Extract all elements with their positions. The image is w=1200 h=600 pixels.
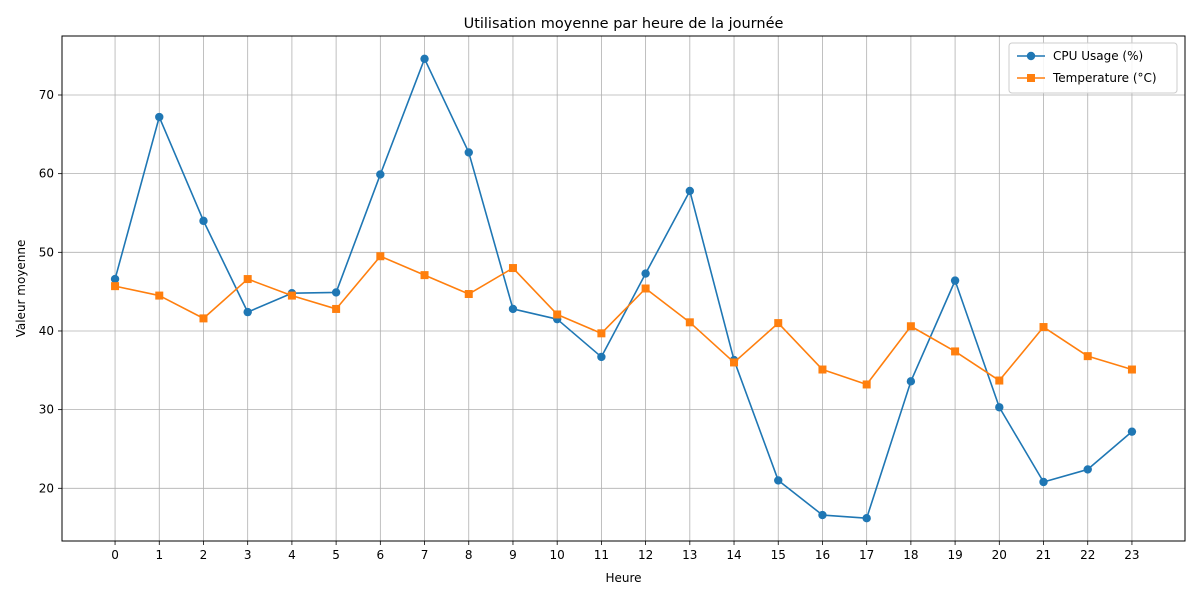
data-point: [243, 307, 252, 317]
x-tick-label: 15: [771, 548, 786, 562]
legend-label: Temperature (°C): [1052, 71, 1157, 85]
data-point: [685, 186, 695, 196]
x-axis-label: Heure: [605, 571, 641, 585]
data-point: [1039, 477, 1048, 487]
x-tick-label: 10: [550, 548, 565, 562]
data-point: [862, 380, 871, 389]
data-point: [464, 290, 473, 299]
data-point: [906, 322, 915, 331]
data-point: [995, 403, 1004, 412]
data-point: [1083, 465, 1092, 474]
data-point: [199, 314, 208, 323]
data-point: [597, 352, 606, 362]
x-tick-label: 4: [288, 548, 296, 562]
data-point: [553, 310, 562, 319]
data-point: [906, 377, 916, 386]
data-point: [597, 329, 606, 338]
data-point: [641, 269, 650, 278]
data-point: [862, 513, 871, 523]
legend-marker: [1026, 51, 1036, 61]
y-axis-label: Valeur moyenne: [14, 240, 28, 338]
legend: CPU Usage (%) Temperature (°C): [1008, 42, 1178, 94]
x-tick-label: 19: [947, 548, 962, 562]
data-point: [1127, 427, 1137, 436]
x-tick-label: 13: [682, 548, 697, 562]
y-tick-label: 60: [39, 167, 54, 181]
x-tick-label: 20: [992, 548, 1007, 562]
x-tick-label: 3: [244, 548, 252, 562]
data-point: [376, 252, 385, 261]
data-point: [243, 275, 252, 284]
data-point: [774, 319, 783, 328]
x-tick-label: 17: [859, 548, 874, 562]
series-0: [110, 54, 1137, 523]
x-tick-label: 6: [377, 548, 385, 562]
data-point: [818, 510, 827, 520]
grid: [62, 36, 1185, 541]
x-tick-label: 11: [594, 548, 609, 562]
data-point: [818, 365, 827, 374]
series-1: [111, 252, 1136, 389]
x-tick-label: 7: [421, 548, 429, 562]
data-point: [950, 276, 960, 285]
x-tick-label: 23: [1124, 548, 1139, 562]
data-point: [685, 318, 694, 327]
legend-frame: [1008, 42, 1178, 94]
x-tick-label: 0: [111, 548, 119, 562]
x-tick-label: 1: [155, 548, 163, 562]
data-point: [995, 376, 1004, 385]
data-point: [508, 264, 517, 273]
data-point: [1083, 352, 1092, 361]
x-tick-label: 21: [1036, 548, 1051, 562]
data-point: [464, 148, 473, 157]
data-point: [641, 284, 650, 293]
x-tick-label: 8: [465, 548, 473, 562]
x-tick-label: 5: [332, 548, 340, 562]
data-point: [287, 291, 296, 300]
data-point: [110, 274, 120, 284]
legend-label: CPU Usage (%): [1053, 49, 1143, 63]
data-point: [730, 358, 739, 367]
data-point: [376, 170, 385, 179]
data-point: [508, 304, 518, 314]
x-tick-label: 9: [509, 548, 517, 562]
data-point: [774, 476, 783, 485]
y-tick-label: 20: [39, 481, 54, 495]
series-line: [114, 255, 1133, 386]
y-tick-label: 30: [39, 403, 54, 417]
x-tick-label: 18: [903, 548, 918, 562]
data-point: [155, 291, 164, 300]
data-point: [420, 271, 429, 280]
data-point: [155, 112, 164, 122]
data-point: [332, 304, 341, 313]
series-line: [114, 58, 1133, 519]
data-point: [111, 282, 120, 291]
data-point: [1039, 323, 1048, 332]
data-point: [331, 288, 341, 297]
x-tick-label: 14: [726, 548, 741, 562]
x-tick-label: 2: [200, 548, 208, 562]
data-point: [1127, 365, 1136, 374]
data-point: [951, 347, 960, 356]
data-point: [420, 54, 429, 64]
series-layer: [110, 54, 1137, 523]
x-tick-label: 12: [638, 548, 653, 562]
legend-marker: [1027, 74, 1035, 82]
data-point: [199, 216, 208, 226]
x-tick-label: 22: [1080, 548, 1095, 562]
y-tick-label: 70: [39, 88, 54, 102]
plot-frame: [61, 35, 1186, 542]
y-tick-label: 40: [39, 324, 54, 338]
ticks: 0 1 2 3 4 5 6 7 8 9 10 11 12 13 14 15 16 17 18 19 20 21 22 2320…: [39, 88, 1140, 562]
x-tick-label: 16: [815, 548, 830, 562]
chart-title: Utilisation moyenne par heure de la jour…: [464, 16, 784, 32]
y-tick-label: 50: [39, 245, 54, 259]
